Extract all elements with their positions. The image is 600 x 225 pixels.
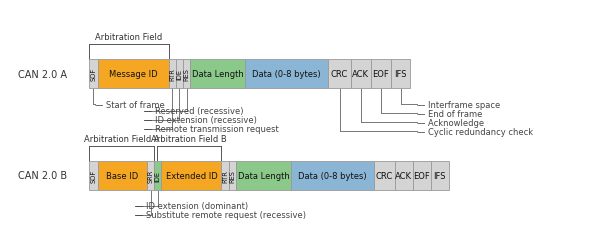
FancyBboxPatch shape (221, 161, 229, 190)
Text: SOF: SOF (90, 169, 96, 182)
Text: Data Length: Data Length (238, 171, 289, 180)
FancyBboxPatch shape (395, 161, 413, 190)
Text: Data (0-8 bytes): Data (0-8 bytes) (253, 70, 321, 79)
Text: — ID extension (recessive): — ID extension (recessive) (144, 116, 257, 125)
FancyBboxPatch shape (391, 60, 410, 89)
Text: — Start of frame: — Start of frame (95, 100, 164, 109)
Text: IFS: IFS (394, 70, 407, 79)
Text: ACK: ACK (352, 70, 370, 79)
Text: RTR: RTR (169, 68, 175, 81)
Text: CRC: CRC (331, 70, 348, 79)
FancyBboxPatch shape (98, 60, 169, 89)
FancyBboxPatch shape (351, 60, 371, 89)
Text: EOF: EOF (373, 70, 389, 79)
Text: RES: RES (229, 169, 235, 182)
Text: — Substitute remote request (recessive): — Substitute remote request (recessive) (135, 210, 306, 219)
Text: Extended ID: Extended ID (166, 171, 217, 180)
Text: RTR: RTR (222, 169, 228, 182)
Text: IFS: IFS (434, 171, 446, 180)
FancyBboxPatch shape (89, 161, 98, 190)
Text: Message ID: Message ID (109, 70, 158, 79)
Text: — Reserved (recessive): — Reserved (recessive) (144, 107, 244, 116)
FancyBboxPatch shape (374, 161, 395, 190)
FancyBboxPatch shape (147, 161, 154, 190)
FancyBboxPatch shape (89, 60, 98, 89)
FancyBboxPatch shape (371, 60, 391, 89)
Text: Base ID: Base ID (106, 171, 139, 180)
Text: ACK: ACK (395, 171, 412, 180)
FancyBboxPatch shape (413, 161, 431, 190)
Text: — Interframe space: — Interframe space (417, 100, 500, 109)
FancyBboxPatch shape (431, 161, 449, 190)
FancyBboxPatch shape (236, 161, 291, 190)
Text: — Acknowledge: — Acknowledge (417, 118, 484, 127)
Text: Data Length: Data Length (192, 70, 244, 79)
FancyBboxPatch shape (190, 60, 245, 89)
Text: Arbitration Field B: Arbitration Field B (151, 135, 227, 144)
Text: Data (0-8 bytes): Data (0-8 bytes) (298, 171, 367, 180)
Text: — Cyclic redundancy check: — Cyclic redundancy check (417, 127, 533, 136)
FancyBboxPatch shape (245, 60, 328, 89)
Text: SRR: SRR (148, 169, 154, 182)
FancyBboxPatch shape (176, 60, 183, 89)
FancyBboxPatch shape (169, 60, 176, 89)
FancyBboxPatch shape (183, 60, 190, 89)
Text: EOF: EOF (413, 171, 430, 180)
Text: IDE: IDE (155, 170, 161, 181)
Text: CRC: CRC (376, 171, 393, 180)
Text: — End of frame: — End of frame (417, 109, 482, 118)
Text: Arbitration Field A: Arbitration Field A (83, 135, 160, 144)
Text: Arbitration Field: Arbitration Field (95, 33, 163, 42)
Text: CAN 2.0 B: CAN 2.0 B (18, 171, 67, 180)
Text: RES: RES (184, 68, 190, 81)
FancyBboxPatch shape (291, 161, 374, 190)
FancyBboxPatch shape (161, 161, 221, 190)
FancyBboxPatch shape (229, 161, 236, 190)
Text: — Remote transmission request: — Remote transmission request (144, 125, 279, 134)
FancyBboxPatch shape (328, 60, 351, 89)
FancyBboxPatch shape (98, 161, 147, 190)
Text: IDE: IDE (176, 69, 182, 80)
FancyBboxPatch shape (154, 161, 161, 190)
Text: — ID extension (dominant): — ID extension (dominant) (135, 201, 248, 210)
Text: CAN 2.0 A: CAN 2.0 A (18, 69, 67, 79)
Text: SOF: SOF (90, 68, 96, 81)
